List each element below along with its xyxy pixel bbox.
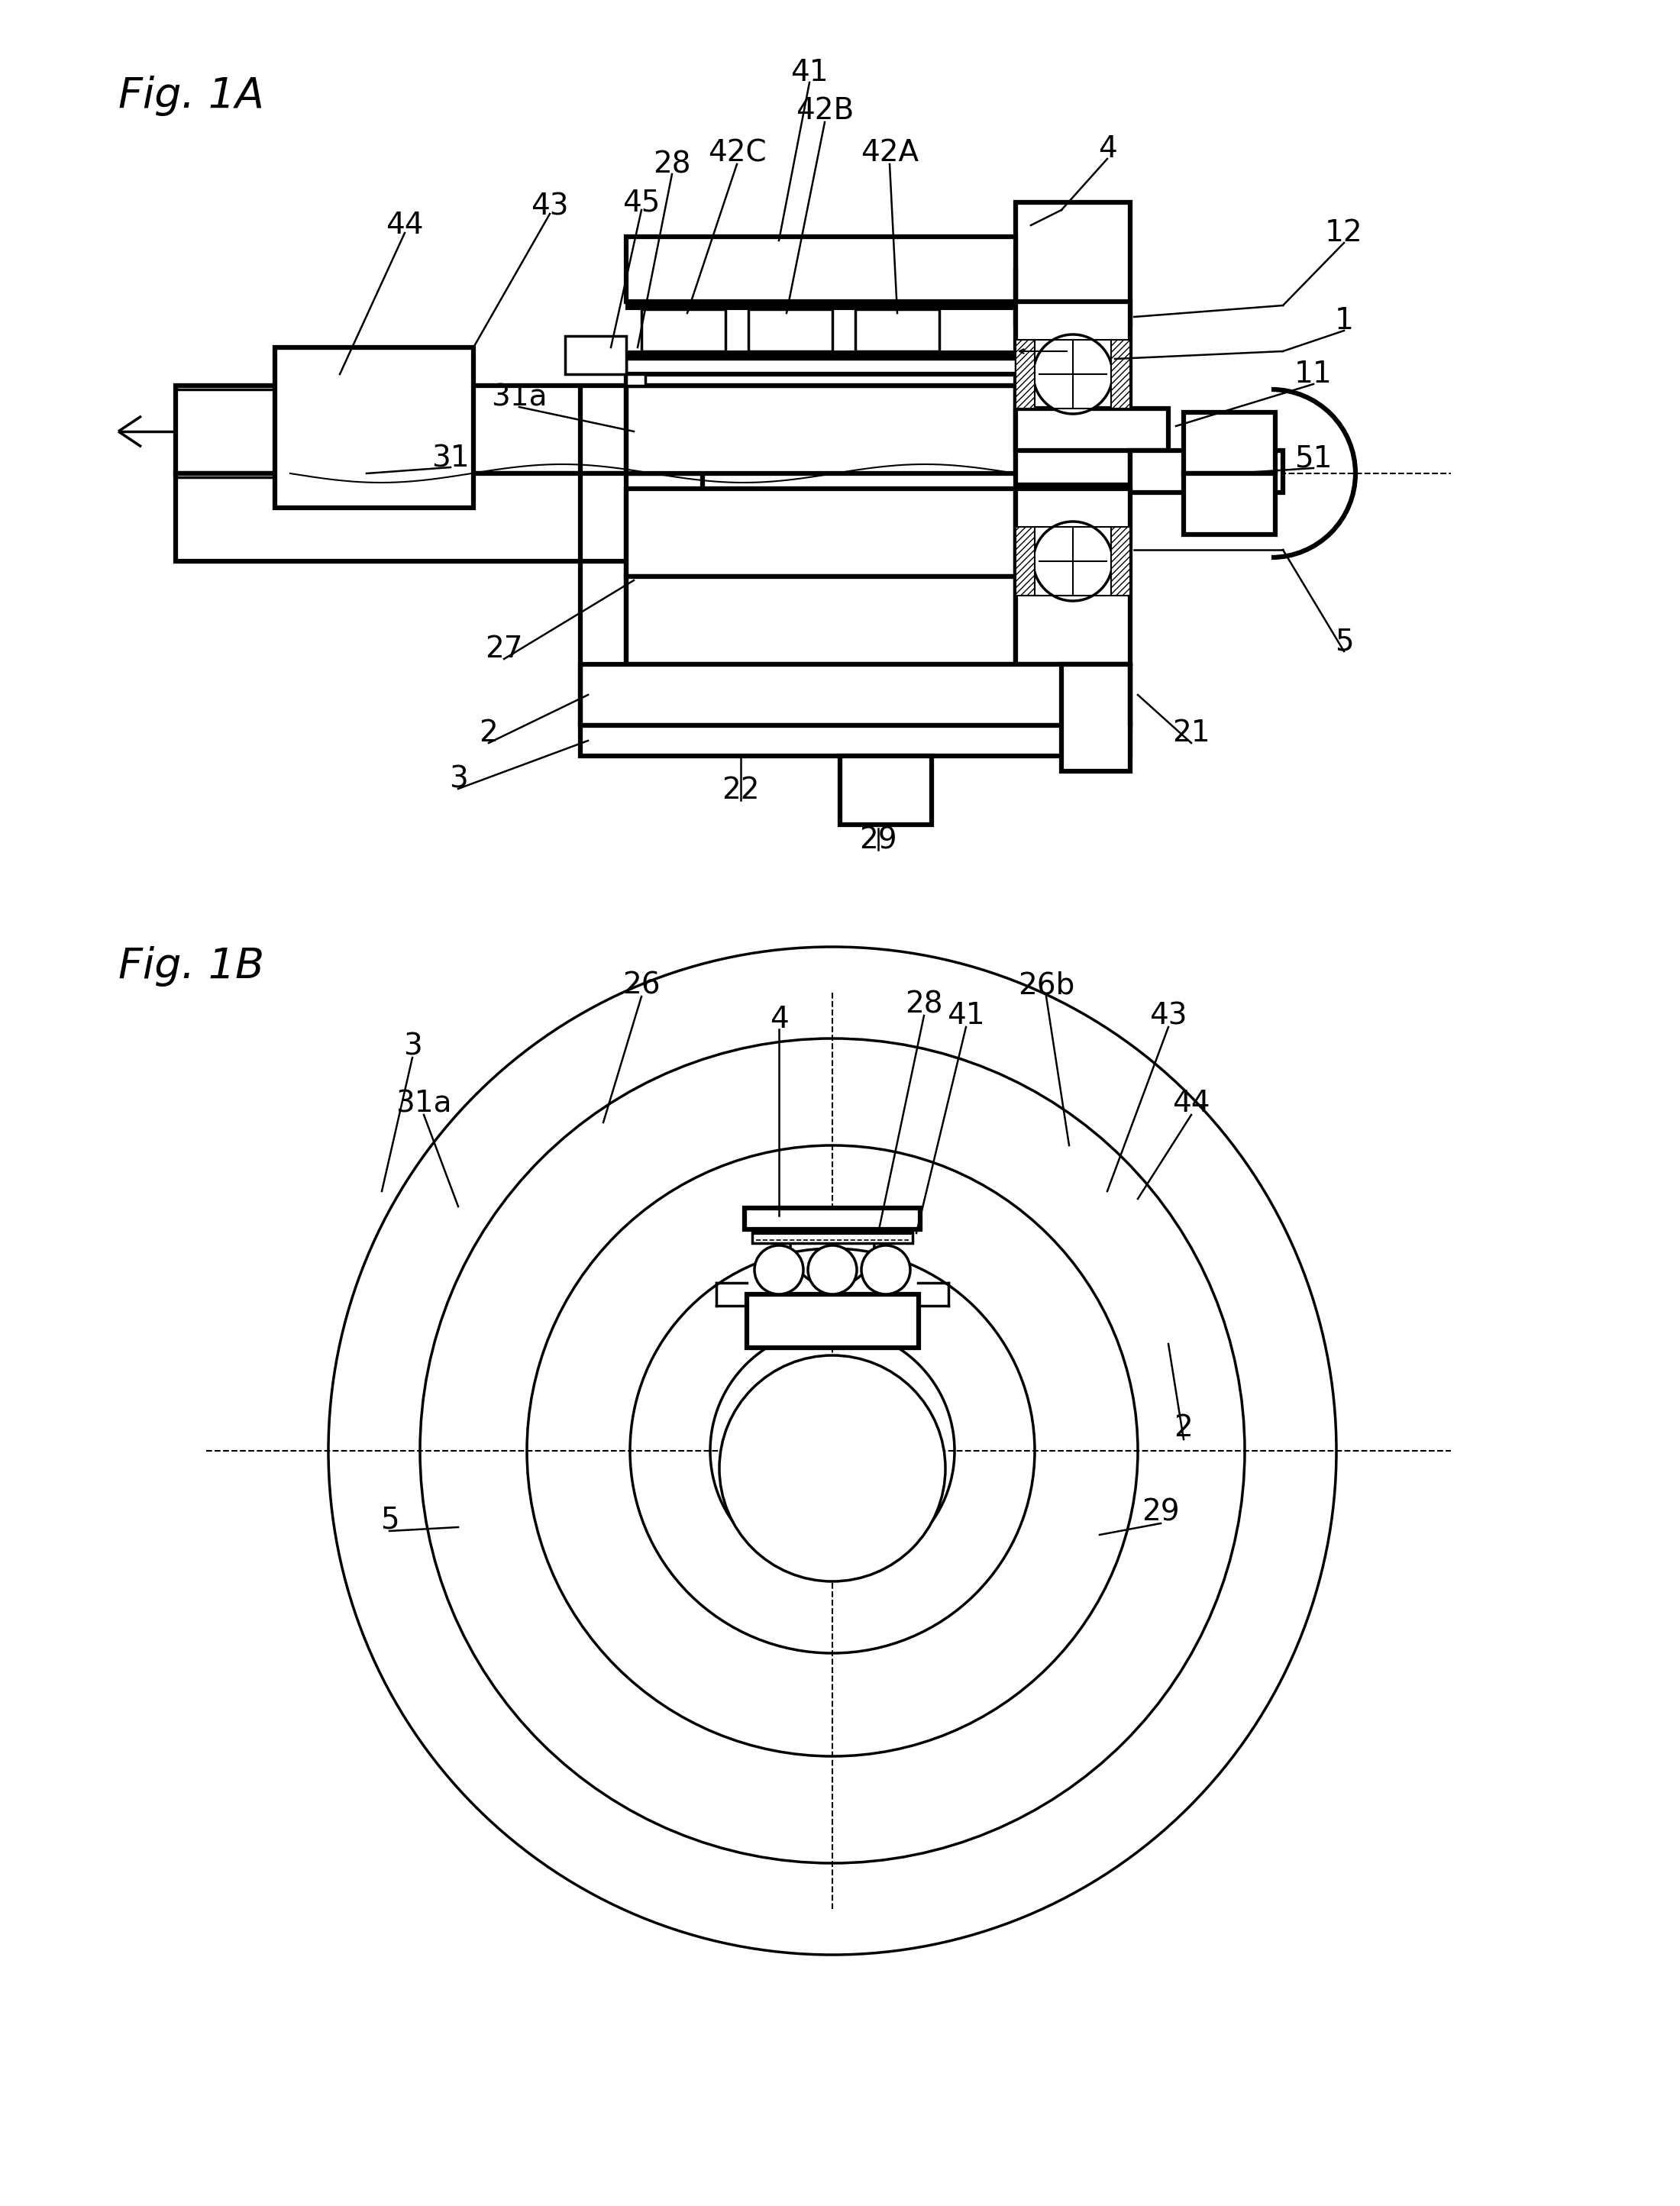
Bar — [1062, 664, 1131, 772]
Text: 29: 29 — [858, 825, 897, 854]
Text: 21: 21 — [1173, 719, 1210, 748]
Text: 28: 28 — [906, 990, 942, 1019]
Bar — [580, 726, 1131, 757]
Text: 22: 22 — [722, 777, 759, 805]
Bar — [1184, 474, 1275, 534]
Text: 1: 1 — [1334, 307, 1354, 335]
Text: 26b: 26b — [1018, 971, 1075, 999]
Bar — [627, 490, 1016, 576]
Bar — [1016, 203, 1131, 324]
Bar — [1035, 527, 1110, 596]
Text: 2: 2 — [479, 719, 499, 748]
Bar — [1110, 527, 1131, 596]
Text: 41: 41 — [791, 57, 828, 86]
Bar — [1016, 340, 1035, 408]
Text: 4: 4 — [769, 1006, 788, 1035]
Bar — [627, 386, 1016, 474]
Text: 28: 28 — [654, 150, 690, 179]
Bar — [840, 757, 932, 825]
Bar — [176, 386, 702, 474]
Text: 11: 11 — [1295, 360, 1332, 388]
Text: 51: 51 — [1295, 443, 1332, 472]
Bar — [748, 1295, 919, 1348]
Circle shape — [808, 1246, 857, 1295]
Bar — [627, 386, 1016, 474]
Bar — [1016, 408, 1168, 450]
Bar — [753, 1229, 912, 1235]
Circle shape — [754, 1246, 803, 1295]
Bar — [176, 474, 702, 560]
Bar — [627, 576, 1016, 664]
Bar — [1016, 527, 1035, 596]
Text: 31: 31 — [432, 443, 469, 472]
Bar — [744, 1209, 921, 1229]
Bar — [1016, 490, 1131, 664]
Bar — [748, 309, 832, 351]
Bar — [1184, 413, 1275, 474]
Bar — [627, 236, 1016, 302]
Bar — [627, 360, 1016, 375]
Circle shape — [1033, 335, 1112, 415]
Text: 4: 4 — [1097, 135, 1117, 163]
Text: 44: 44 — [1173, 1090, 1210, 1118]
Bar — [744, 1209, 921, 1229]
Bar — [176, 474, 702, 560]
Text: 5: 5 — [1334, 627, 1354, 655]
Bar — [1035, 340, 1110, 408]
Bar — [580, 664, 1131, 726]
Circle shape — [719, 1354, 946, 1582]
Bar — [580, 664, 1131, 726]
Text: 41: 41 — [948, 1002, 984, 1030]
Text: 44: 44 — [386, 212, 423, 240]
Text: 3: 3 — [449, 763, 467, 794]
Bar — [1062, 664, 1131, 772]
Text: 26: 26 — [623, 971, 660, 999]
Text: 45: 45 — [623, 188, 660, 216]
Bar — [1110, 340, 1131, 408]
Bar — [627, 302, 1016, 309]
Bar — [564, 335, 627, 375]
Bar — [627, 236, 1016, 302]
Text: 27: 27 — [486, 635, 522, 664]
Circle shape — [1033, 521, 1112, 600]
Bar — [627, 576, 1016, 664]
Bar — [1016, 408, 1168, 450]
Text: 42B: 42B — [796, 97, 853, 126]
Bar — [1184, 413, 1275, 474]
Bar — [1131, 450, 1284, 492]
Text: 43: 43 — [531, 192, 570, 221]
Text: 12: 12 — [1326, 218, 1362, 247]
Bar — [642, 309, 726, 351]
Bar — [855, 309, 939, 351]
Bar — [1016, 490, 1131, 664]
Bar — [840, 757, 932, 825]
Text: 29: 29 — [1142, 1498, 1179, 1527]
Bar — [753, 1229, 912, 1244]
Bar — [627, 351, 1016, 360]
Bar — [1016, 203, 1131, 324]
Text: 42C: 42C — [707, 139, 766, 168]
Text: 43: 43 — [1149, 1002, 1188, 1030]
Bar — [176, 386, 702, 474]
Bar — [1016, 302, 1131, 485]
Text: 3: 3 — [403, 1032, 422, 1061]
Text: 42A: 42A — [860, 139, 919, 168]
Bar — [1184, 474, 1275, 534]
Bar — [1131, 450, 1284, 492]
Bar — [627, 490, 1016, 576]
Text: Fig. 1B: Fig. 1B — [118, 946, 264, 986]
Text: Fig. 1A: Fig. 1A — [118, 75, 264, 115]
Text: 2: 2 — [1174, 1414, 1193, 1443]
Bar — [627, 375, 1016, 386]
Bar — [1016, 302, 1131, 485]
Bar — [627, 375, 645, 386]
Text: 31a: 31a — [491, 382, 548, 413]
Bar — [276, 346, 474, 507]
Text: 5: 5 — [380, 1504, 398, 1533]
Text: 31a: 31a — [396, 1090, 452, 1118]
Circle shape — [862, 1246, 911, 1295]
